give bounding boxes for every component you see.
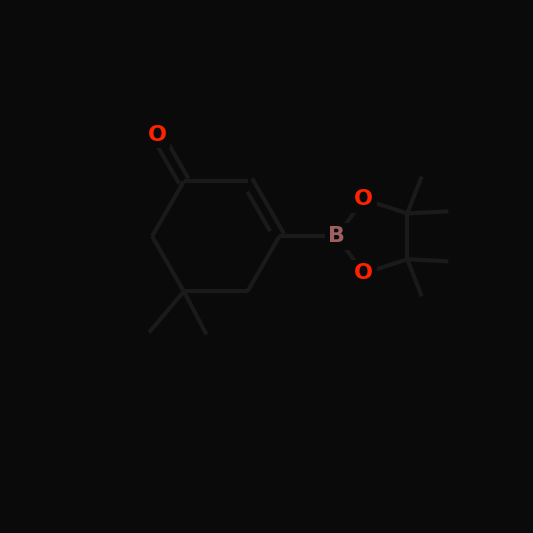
- Text: O: O: [148, 125, 167, 145]
- Text: O: O: [354, 263, 373, 284]
- Text: O: O: [354, 189, 373, 209]
- Text: B: B: [328, 227, 345, 246]
